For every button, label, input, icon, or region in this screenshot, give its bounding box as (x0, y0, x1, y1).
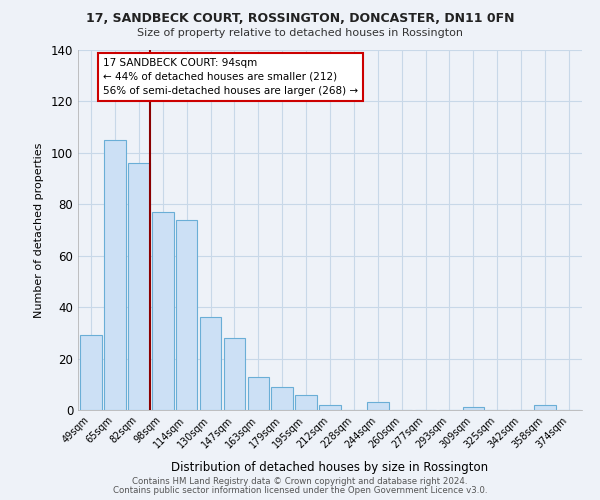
Text: Contains HM Land Registry data © Crown copyright and database right 2024.: Contains HM Land Registry data © Crown c… (132, 477, 468, 486)
Bar (463, 408, 484, 410)
Bar (367, 402, 389, 410)
Bar (80, 336, 102, 410)
Bar (295, 394, 317, 410)
Bar (176, 220, 197, 410)
Bar (224, 338, 245, 410)
Bar (152, 212, 173, 410)
Y-axis label: Number of detached properties: Number of detached properties (34, 142, 44, 318)
Text: 17 SANDBECK COURT: 94sqm
← 44% of detached houses are smaller (212)
56% of semi-: 17 SANDBECK COURT: 94sqm ← 44% of detach… (103, 58, 358, 96)
Bar (248, 376, 269, 410)
Bar (271, 387, 293, 410)
Bar (104, 140, 126, 410)
Bar (128, 163, 149, 410)
Text: 17, SANDBECK COURT, ROSSINGTON, DONCASTER, DN11 0FN: 17, SANDBECK COURT, ROSSINGTON, DONCASTE… (86, 12, 514, 26)
Bar (534, 405, 556, 410)
Text: Size of property relative to detached houses in Rossington: Size of property relative to detached ho… (137, 28, 463, 38)
X-axis label: Distribution of detached houses by size in Rossington: Distribution of detached houses by size … (172, 461, 488, 474)
Text: Contains public sector information licensed under the Open Government Licence v3: Contains public sector information licen… (113, 486, 487, 495)
Bar (200, 318, 221, 410)
Bar (319, 405, 341, 410)
